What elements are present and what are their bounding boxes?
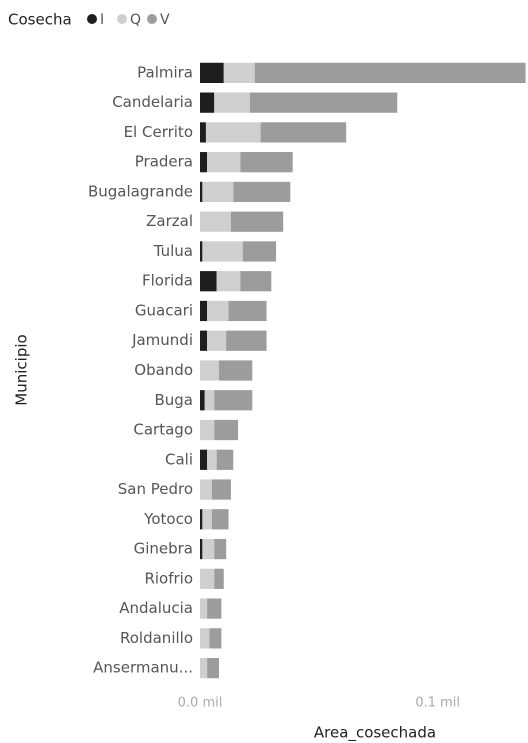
bar-segment [202, 509, 212, 530]
y-tick-label: San Pedro [118, 480, 193, 498]
bar-segment [200, 330, 208, 351]
y-tick-label: Obando [134, 361, 193, 379]
bar-segment [240, 271, 272, 292]
x-tick-label: 0.0 mil [178, 696, 223, 711]
bar-segment [200, 509, 203, 530]
legend-label: V [160, 12, 170, 28]
bar-segment [214, 538, 227, 560]
y-tick-label: Pradera [135, 153, 193, 171]
bar-segment [216, 271, 241, 292]
y-tick-label: Riofrio [144, 569, 193, 587]
y-tick-label: Zarzal [146, 212, 193, 230]
bar-segment [200, 62, 224, 83]
y-tick-label: Andalucia [119, 599, 193, 617]
bar-segment [249, 92, 398, 113]
bar-segment [240, 152, 293, 173]
x-axis-label: Area_cosechada [314, 724, 436, 743]
bar-segment [202, 538, 215, 560]
y-tick-label: Yotoco [143, 510, 193, 528]
bar-segment [200, 658, 208, 679]
bar-segment [200, 122, 206, 143]
legend-label: I [100, 12, 104, 28]
bar-segment [211, 509, 229, 530]
y-tick-label: Palmira [137, 63, 193, 81]
bar-segment [223, 62, 255, 83]
y-tick-label: Ginebra [134, 540, 193, 558]
x-tick-label: 0.1 mil [415, 696, 460, 711]
legend-marker [117, 14, 127, 24]
bar-segment [207, 598, 222, 619]
y-tick-label: Roldanillo [120, 629, 193, 647]
bar-segment [207, 330, 227, 351]
bar-segment [207, 658, 220, 679]
bar-segment [200, 568, 215, 589]
bar-segment [228, 300, 267, 322]
bar-segment [200, 271, 217, 292]
bar-segment [200, 598, 208, 619]
bar-segment [214, 419, 239, 441]
bar-segment [200, 92, 215, 113]
bar-segment [211, 479, 231, 500]
bar-segment [200, 479, 212, 500]
y-tick-label: El Cerrito [124, 123, 193, 141]
bar-segment [205, 122, 261, 143]
bar-segment [200, 181, 203, 203]
legend-marker [147, 14, 157, 24]
bar-segment [200, 538, 203, 560]
bar-segment [214, 92, 250, 113]
y-tick-label: Cartago [133, 421, 193, 439]
bar-segment [230, 211, 284, 232]
bar-segment [254, 62, 526, 83]
y-tick-label: Tulua [153, 242, 193, 260]
y-tick-label: Buga [154, 391, 193, 409]
legend-marker [87, 14, 97, 24]
bar-segment [209, 628, 222, 649]
y-tick-label: Bugalagrande [88, 182, 193, 200]
bar-segment [200, 300, 208, 322]
bar-segment [214, 390, 253, 411]
bar-segment [200, 211, 231, 232]
bar-segment [202, 241, 243, 262]
bar-segment [242, 241, 277, 262]
bar-segment [260, 122, 347, 143]
y-tick-label: Candelaria [112, 93, 193, 111]
bar-segment [233, 181, 291, 203]
bar-segment [200, 449, 208, 470]
legend-title: Cosecha [8, 11, 72, 29]
bar-segment [200, 628, 210, 649]
y-tick-label: Cali [165, 450, 193, 468]
bar-segment [226, 330, 267, 351]
legend-label: Q [130, 12, 141, 28]
bar-segment [207, 152, 241, 173]
bar-segment [202, 181, 234, 203]
bar-segment [204, 390, 215, 411]
bar-segment [219, 360, 253, 381]
y-tick-label: Guacari [135, 301, 193, 319]
bar-segment [200, 360, 220, 381]
bar-segment [200, 390, 205, 411]
bar-segment [214, 568, 224, 589]
bar-segment [207, 300, 229, 322]
y-tick-label: Jamundi [131, 331, 193, 349]
bar-segment [200, 241, 203, 262]
y-axis-label: Municipio [13, 334, 31, 405]
bar-segment [200, 152, 208, 173]
bar-segment [207, 449, 217, 470]
y-tick-label: Florida [142, 272, 193, 290]
y-tick-label: Ansermanu... [93, 659, 193, 677]
bar-segment [216, 449, 234, 470]
bar-segment [200, 419, 215, 441]
